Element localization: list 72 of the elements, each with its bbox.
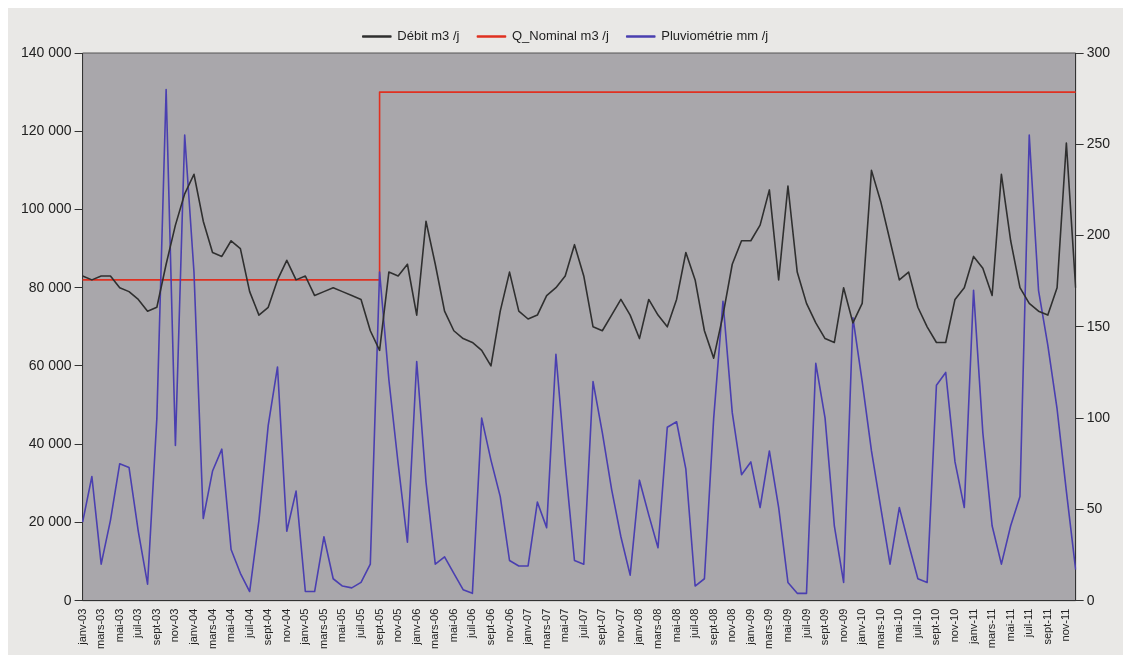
y-tick-label: 140 000 bbox=[21, 43, 72, 60]
x-tick-label: sept-08 bbox=[706, 608, 719, 646]
x-tick-label: nov-03 bbox=[168, 608, 181, 643]
x-tick-label: sept-06 bbox=[483, 608, 496, 646]
y-tick-label: 0 bbox=[63, 591, 72, 608]
x-tick-label: mai-06 bbox=[446, 608, 459, 643]
y-tick-label: 20 000 bbox=[28, 513, 72, 530]
x-tick-label: janv-06 bbox=[409, 608, 422, 646]
x-tick-label: mai-05 bbox=[335, 608, 348, 643]
x-tick-label: mars-08 bbox=[651, 608, 664, 649]
x-tick-label: sept-05 bbox=[372, 608, 385, 646]
x-tick-label: janv-11 bbox=[966, 608, 979, 645]
x-tick-label: juil-03 bbox=[131, 608, 144, 640]
x-tick-label: nov-07 bbox=[613, 608, 626, 643]
x-tick-label: mai-03 bbox=[112, 608, 125, 643]
y2-tick-label: 100 bbox=[1086, 408, 1111, 425]
x-tick-label: juil-10 bbox=[910, 608, 923, 640]
legend-label: Débit m3 /j bbox=[397, 28, 460, 44]
x-tick-label: juil-05 bbox=[354, 608, 367, 640]
x-tick-label: mai-07 bbox=[558, 608, 571, 643]
x-tick-label: mars-03 bbox=[94, 608, 107, 649]
x-tick-label: nov-04 bbox=[279, 608, 292, 643]
x-tick-label: janv-09 bbox=[743, 608, 756, 646]
x-tick-label: mars-07 bbox=[539, 608, 552, 649]
x-tick-label: juil-04 bbox=[242, 608, 255, 640]
x-tick-label: nov-09 bbox=[836, 608, 849, 643]
x-tick-label: janv-07 bbox=[521, 608, 534, 646]
y2-tick-label: 200 bbox=[1086, 226, 1111, 243]
x-tick-label: nov-05 bbox=[391, 608, 404, 643]
x-tick-label: mars-06 bbox=[428, 608, 441, 649]
x-tick-label: nov-08 bbox=[725, 608, 738, 643]
x-tick-label: mars-11 bbox=[985, 608, 998, 649]
x-tick-label: mai-08 bbox=[669, 608, 682, 643]
y2-tick-label: 50 bbox=[1086, 500, 1103, 517]
x-tick-label: mars-04 bbox=[205, 608, 218, 649]
y-tick-label: 60 000 bbox=[28, 356, 72, 373]
x-tick-label: janv-05 bbox=[298, 608, 311, 646]
x-tick-label: sept-11 bbox=[1040, 608, 1053, 645]
x-tick-label: mai-09 bbox=[780, 608, 793, 643]
x-tick-label: juil-07 bbox=[576, 608, 589, 640]
x-tick-label: mai-04 bbox=[224, 608, 237, 643]
x-tick-label: mai-10 bbox=[892, 608, 905, 643]
x-tick-label: juil-09 bbox=[799, 608, 812, 640]
x-tick-label: mai-11 bbox=[1003, 608, 1016, 642]
x-tick-label: mars-10 bbox=[873, 608, 886, 649]
x-tick-label: juil-11 bbox=[1022, 608, 1035, 639]
x-tick-label: mars-05 bbox=[316, 608, 329, 649]
x-tick-label: sept-07 bbox=[595, 608, 608, 646]
x-tick-label: sept-04 bbox=[261, 608, 274, 646]
x-tick-label: nov-10 bbox=[948, 608, 961, 643]
x-tick-label: mars-09 bbox=[762, 608, 775, 649]
y2-tick-label: 0 bbox=[1086, 591, 1095, 608]
legend-label: Q_Nominal m3 /j bbox=[511, 28, 609, 44]
x-tick-label: juil-08 bbox=[688, 608, 701, 640]
x-tick-label: janv-10 bbox=[855, 608, 868, 646]
y2-tick-label: 300 bbox=[1086, 43, 1111, 60]
y-tick-label: 80 000 bbox=[28, 278, 72, 295]
x-tick-label: janv-04 bbox=[187, 608, 200, 646]
y2-tick-label: 150 bbox=[1086, 317, 1111, 334]
y-tick-label: 120 000 bbox=[21, 122, 72, 139]
x-tick-label: janv-08 bbox=[632, 608, 645, 646]
legend-label: Pluviométrie mm /j bbox=[661, 28, 769, 44]
x-tick-label: sept-09 bbox=[818, 608, 831, 646]
x-tick-label: nov-11 bbox=[1059, 608, 1072, 642]
x-tick-label: janv-03 bbox=[75, 608, 88, 646]
x-tick-label: juil-06 bbox=[465, 608, 478, 640]
y-tick-label: 100 000 bbox=[21, 200, 72, 217]
x-tick-label: nov-06 bbox=[502, 608, 515, 643]
y2-tick-label: 250 bbox=[1086, 135, 1111, 152]
y-tick-label: 40 000 bbox=[28, 435, 72, 452]
x-tick-label: sept-03 bbox=[149, 608, 162, 646]
x-tick-label: sept-10 bbox=[929, 608, 942, 646]
